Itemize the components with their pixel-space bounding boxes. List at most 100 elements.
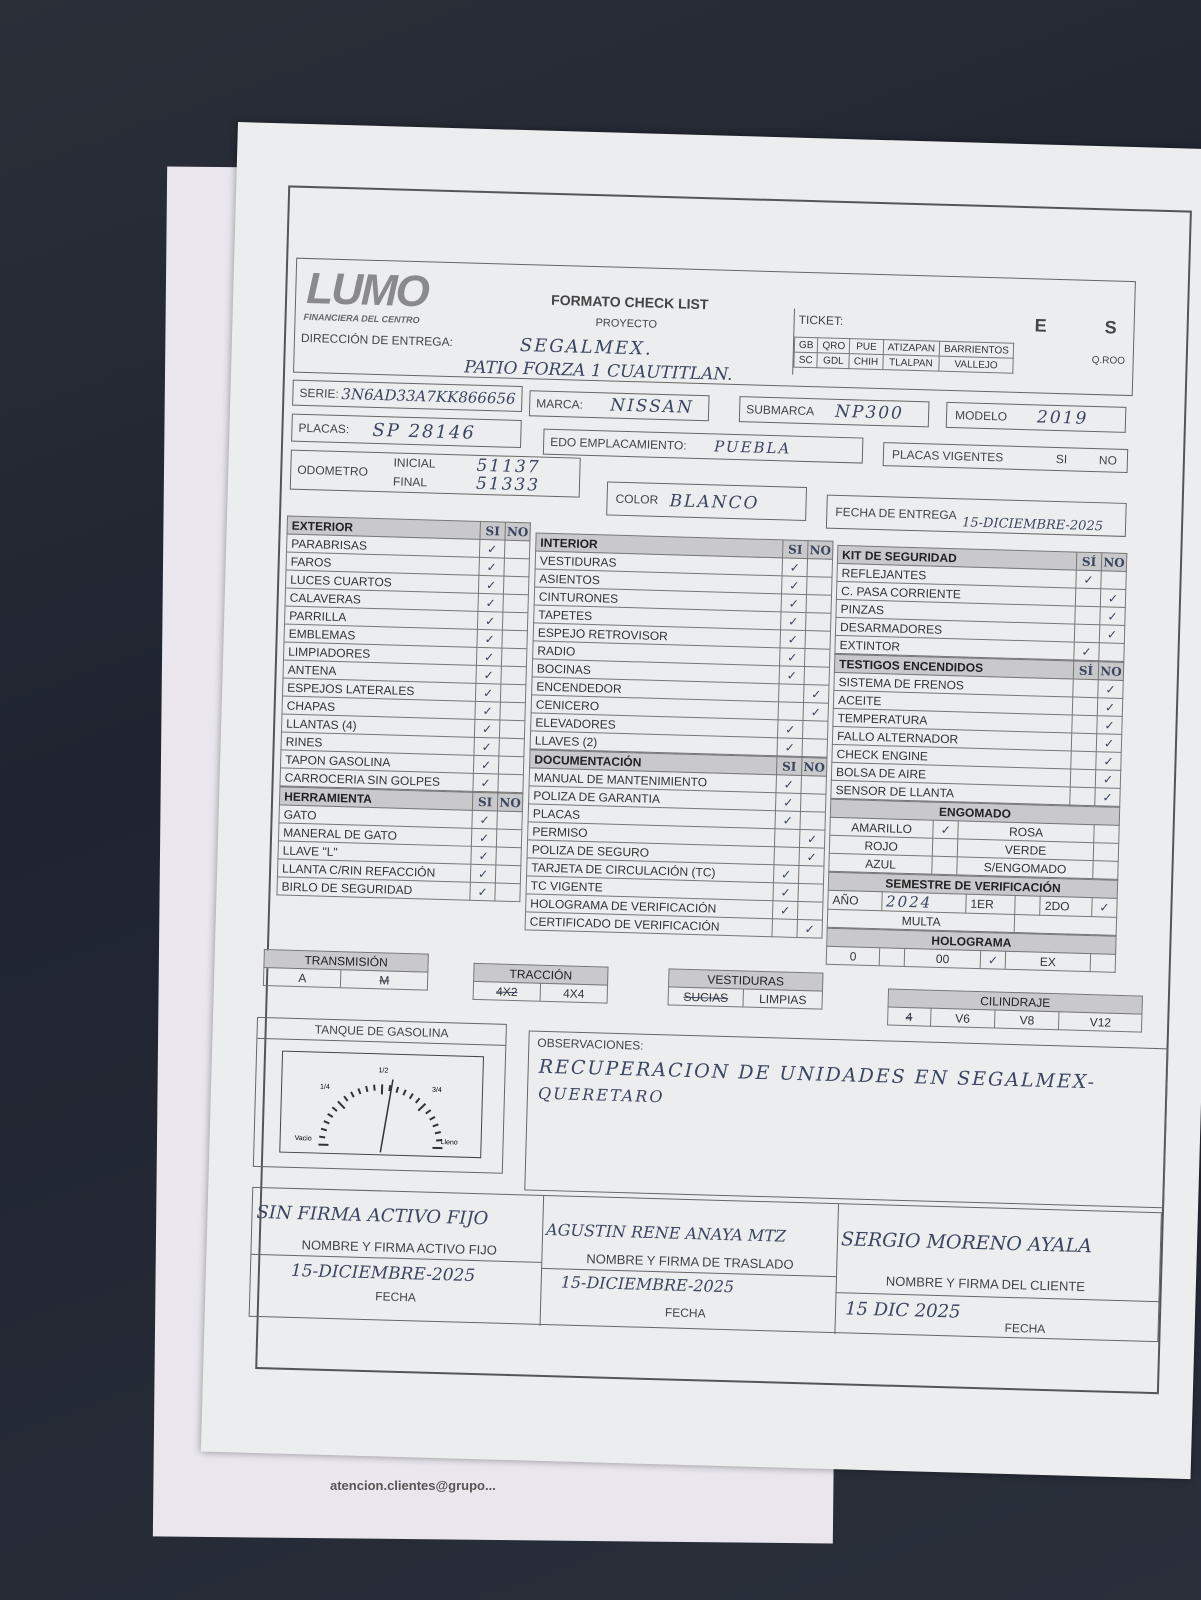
- si-checkbox[interactable]: ✓: [477, 611, 503, 631]
- si-checkbox[interactable]: ✓: [1075, 570, 1102, 589]
- no-checkbox[interactable]: ✓: [1097, 679, 1124, 699]
- observaciones-line2[interactable]: QUERETARO: [537, 1083, 665, 1107]
- no-checkbox[interactable]: [807, 558, 833, 578]
- holograma-checkbox[interactable]: [879, 947, 905, 967]
- cilindraje-option[interactable]: V8: [994, 1009, 1060, 1030]
- engomado-checkbox[interactable]: [931, 856, 958, 875]
- engomado-checkbox[interactable]: [1092, 860, 1119, 880]
- no-checkbox[interactable]: [503, 576, 529, 595]
- no-checkbox[interactable]: [501, 630, 528, 649]
- si-checkbox[interactable]: ✓: [476, 647, 502, 667]
- si-checkbox[interactable]: ✓: [773, 864, 799, 884]
- cilindraje-option[interactable]: 4: [887, 1006, 931, 1027]
- no-checkbox[interactable]: [499, 720, 525, 739]
- transmision-option[interactable]: A: [263, 967, 342, 988]
- si-checkbox[interactable]: [774, 828, 800, 848]
- no-checkbox[interactable]: [495, 846, 522, 866]
- no-checkbox[interactable]: [496, 829, 522, 848]
- si-checkbox[interactable]: ✓: [477, 593, 504, 613]
- no-checkbox[interactable]: ✓: [799, 829, 825, 849]
- si-checkbox[interactable]: ✓: [780, 611, 807, 631]
- location-option[interactable]: QRO: [817, 337, 850, 354]
- no-checkbox[interactable]: ✓: [1099, 606, 1126, 626]
- holograma-checkbox[interactable]: [1090, 953, 1116, 973]
- transmision-option[interactable]: M: [340, 969, 428, 991]
- no-checkbox[interactable]: [802, 720, 828, 740]
- no-checkbox[interactable]: ✓: [1100, 588, 1126, 608]
- location-option[interactable]: SC: [793, 352, 818, 368]
- si-checkbox[interactable]: [1075, 588, 1101, 607]
- si-checkbox[interactable]: [778, 701, 804, 721]
- si-checkbox[interactable]: ✓: [781, 575, 808, 595]
- no-checkbox[interactable]: [503, 558, 530, 577]
- no-checkbox[interactable]: [494, 882, 521, 902]
- location-qroo[interactable]: Q.ROO: [1091, 354, 1126, 367]
- no-checkbox[interactable]: [806, 576, 833, 596]
- no-checkbox[interactable]: [798, 865, 824, 885]
- no-checkbox[interactable]: [500, 684, 526, 703]
- location-option[interactable]: TLALPAN: [882, 354, 940, 372]
- primer-checkbox[interactable]: [1015, 895, 1041, 916]
- si-checkbox[interactable]: ✓: [470, 846, 497, 865]
- no-checkbox[interactable]: ✓: [1095, 769, 1121, 789]
- no-checkbox[interactable]: ✓: [1096, 733, 1122, 753]
- no-checkbox[interactable]: [805, 612, 832, 632]
- no-checkbox[interactable]: [1098, 642, 1125, 662]
- no-checkbox[interactable]: [496, 811, 523, 830]
- si-checkbox[interactable]: [771, 918, 798, 938]
- no-checkbox[interactable]: ✓: [803, 684, 830, 704]
- si-checkbox[interactable]: [1070, 751, 1097, 770]
- si-checkbox[interactable]: [1071, 733, 1097, 752]
- engomado-checkbox[interactable]: [1093, 824, 1120, 844]
- no-checkbox[interactable]: [797, 883, 824, 903]
- no-checkbox[interactable]: [498, 738, 525, 757]
- no-checkbox[interactable]: ✓: [1095, 751, 1122, 771]
- engomado-checkbox[interactable]: [932, 838, 958, 857]
- vestiduras-option[interactable]: LIMPIAS: [743, 988, 823, 1010]
- no-checkbox[interactable]: [802, 738, 828, 758]
- si-checkbox[interactable]: ✓: [777, 737, 803, 757]
- si-checkbox[interactable]: [1072, 697, 1098, 716]
- segundo-checkbox[interactable]: ✓: [1091, 897, 1118, 918]
- si-checkbox[interactable]: ✓: [471, 810, 498, 830]
- si-checkbox[interactable]: [1074, 606, 1101, 625]
- si-checkbox[interactable]: [1071, 715, 1098, 734]
- no-checkbox[interactable]: [800, 775, 827, 795]
- si-checkbox[interactable]: ✓: [779, 665, 805, 685]
- traccion-option[interactable]: 4X4: [540, 983, 608, 1004]
- ano-value[interactable]: 2024: [881, 891, 967, 914]
- cilindraje-option[interactable]: V12: [1058, 1011, 1142, 1033]
- no-checkbox[interactable]: [499, 702, 526, 721]
- no-checkbox[interactable]: [800, 793, 826, 813]
- si-checkbox[interactable]: [1074, 624, 1100, 643]
- multa-value[interactable]: [1014, 914, 1117, 936]
- si-checkbox[interactable]: ✓: [479, 539, 505, 559]
- si-checkbox[interactable]: ✓: [775, 774, 802, 794]
- si-checkbox[interactable]: ✓: [474, 719, 500, 739]
- no-checkbox[interactable]: ✓: [1099, 624, 1125, 644]
- si-checkbox[interactable]: [1070, 769, 1096, 788]
- si-checkbox[interactable]: ✓: [1073, 642, 1100, 661]
- no-checkbox[interactable]: [799, 811, 826, 831]
- e-option[interactable]: E: [1034, 315, 1047, 336]
- no-checkbox[interactable]: ✓: [796, 919, 823, 939]
- si-checkbox[interactable]: ✓: [782, 557, 808, 577]
- si-checkbox[interactable]: ✓: [478, 557, 505, 577]
- no-checkbox[interactable]: ✓: [1097, 697, 1123, 717]
- no-checkbox[interactable]: [804, 648, 831, 668]
- no-checkbox[interactable]: ✓: [1096, 715, 1123, 735]
- no-checkbox[interactable]: [500, 666, 527, 685]
- no-checkbox[interactable]: [504, 540, 530, 559]
- no-checkbox[interactable]: [501, 648, 527, 667]
- si-checkbox[interactable]: ✓: [779, 647, 806, 667]
- placas-vigentes-no[interactable]: NO: [1098, 453, 1118, 468]
- no-checkbox[interactable]: ✓: [803, 702, 829, 722]
- no-checkbox[interactable]: [805, 630, 831, 650]
- si-checkbox[interactable]: ✓: [772, 882, 799, 902]
- si-checkbox[interactable]: ✓: [780, 629, 806, 649]
- no-checkbox[interactable]: [497, 774, 524, 793]
- si-checkbox[interactable]: [773, 846, 800, 866]
- no-checkbox[interactable]: [495, 864, 521, 884]
- engomado-checkbox[interactable]: [1093, 842, 1119, 862]
- si-checkbox[interactable]: ✓: [774, 810, 801, 830]
